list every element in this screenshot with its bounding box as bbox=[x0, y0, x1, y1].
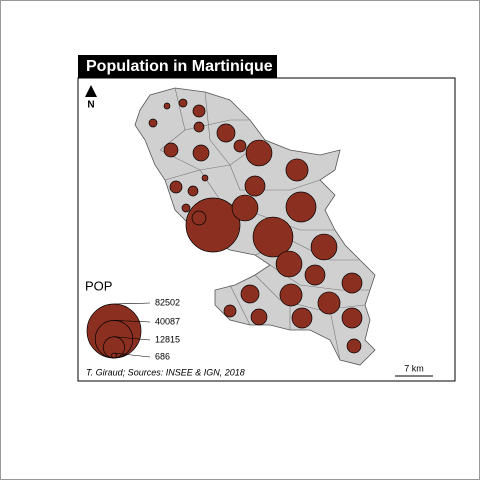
legend-leader bbox=[113, 320, 151, 323]
symbol bbox=[169, 180, 183, 194]
north-label: N bbox=[87, 100, 94, 111]
north-arrow bbox=[85, 85, 97, 97]
symbol bbox=[193, 121, 205, 133]
symbol bbox=[163, 142, 179, 158]
symbol bbox=[346, 338, 362, 354]
symbol bbox=[341, 307, 363, 329]
legend-title: POP bbox=[85, 278, 112, 293]
symbol bbox=[231, 194, 259, 222]
symbol bbox=[192, 104, 206, 118]
symbol bbox=[244, 175, 266, 197]
symbol bbox=[191, 210, 207, 226]
symbol bbox=[233, 139, 247, 153]
symbol bbox=[304, 264, 326, 286]
symbol bbox=[252, 216, 294, 258]
legend-leader bbox=[113, 336, 151, 341]
credits: T. Giraud; Sources: INSEE & IGN, 2018 bbox=[86, 367, 245, 377]
legend-label: 12815 bbox=[155, 334, 180, 344]
symbol bbox=[279, 283, 303, 307]
symbol bbox=[250, 308, 268, 326]
symbol bbox=[240, 284, 260, 304]
chart-title: Population in Martinique bbox=[86, 58, 273, 75]
symbol bbox=[341, 272, 363, 294]
symbol bbox=[192, 144, 210, 162]
symbol bbox=[223, 304, 237, 318]
commune-borders bbox=[159, 87, 370, 361]
symbol bbox=[317, 291, 341, 315]
symbol bbox=[216, 123, 236, 143]
title-box bbox=[78, 55, 277, 78]
symbol bbox=[310, 233, 338, 261]
symbol bbox=[181, 203, 191, 213]
symbol bbox=[285, 158, 309, 182]
legend-symbol bbox=[86, 303, 142, 359]
symbol bbox=[187, 185, 199, 197]
symbol bbox=[275, 250, 303, 278]
symbol bbox=[163, 102, 171, 110]
symbol bbox=[245, 139, 273, 167]
legend: 82502 40087 12815 686 bbox=[86, 297, 180, 361]
symbol bbox=[178, 98, 188, 108]
symbol bbox=[285, 191, 317, 223]
symbols bbox=[148, 98, 363, 354]
symbol bbox=[201, 174, 209, 182]
legend-label: 82502 bbox=[155, 297, 180, 307]
legend-label: 40087 bbox=[155, 316, 180, 326]
legend-leader bbox=[113, 302, 151, 305]
symbol bbox=[148, 118, 158, 128]
legend-label: 686 bbox=[155, 351, 170, 361]
legend-leader bbox=[113, 352, 151, 358]
scale-label: 7 km bbox=[404, 363, 424, 373]
symbol bbox=[291, 307, 313, 329]
